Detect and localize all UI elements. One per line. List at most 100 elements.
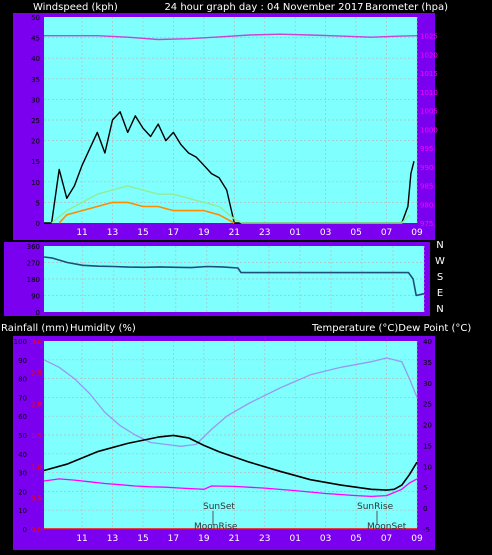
humidity-ylabel: Humidity (%) bbox=[70, 323, 136, 334]
y-tick-label: 20 bbox=[18, 488, 27, 496]
compass-label: S bbox=[437, 272, 443, 283]
x-tick-label: 17 bbox=[168, 534, 179, 544]
y-tick-label: 90 bbox=[31, 293, 40, 301]
y-tick-label: 990 bbox=[420, 164, 433, 172]
y-tick-label: 0.5 bbox=[31, 495, 42, 503]
annotation-sunset: SunSet bbox=[203, 502, 235, 512]
x-tick-label: 07 bbox=[381, 228, 392, 238]
direction-series bbox=[43, 256, 425, 297]
y-tick-label: 5 bbox=[423, 484, 427, 492]
annotation-moonset: MoonSet bbox=[367, 522, 407, 532]
y-tick-label: 1000 bbox=[420, 126, 438, 134]
y-tick-label: 35 bbox=[31, 76, 40, 84]
direction-grid bbox=[44, 246, 425, 312]
y-tick-label: 2.5 bbox=[31, 369, 42, 377]
y-tick-label: 1015 bbox=[420, 70, 438, 78]
y-tick-label: 10 bbox=[423, 463, 432, 471]
y-tick-label: 15 bbox=[31, 158, 40, 166]
y-tick-label: 25 bbox=[31, 117, 40, 125]
rain-y-tick-labels: 0.0 0.5 1.0 1.5 2.0 2.5 3.0 bbox=[31, 338, 42, 534]
series-line bbox=[44, 33, 418, 41]
baro-y-tick-labels: 975 980 985 990 995 1000 1005 1010 1015 1020 1025 bbox=[420, 33, 438, 228]
y-tick-label: 0 bbox=[36, 220, 40, 228]
x-tick-label: 13 bbox=[107, 534, 118, 544]
temp-plot-area bbox=[44, 341, 417, 529]
temp-x-tick-labels: 11 13 15 17 19 21 23 01 03 05 07 09 bbox=[76, 534, 423, 544]
y-tick-label: 30 bbox=[18, 470, 27, 478]
x-tick-label: 03 bbox=[320, 534, 331, 544]
y-tick-label: 20 bbox=[31, 138, 40, 146]
y-tick-label: 100 bbox=[14, 338, 27, 346]
y-tick-label: 1025 bbox=[420, 33, 438, 41]
y-tick-label: 360 bbox=[27, 243, 40, 251]
y-tick-label: 10 bbox=[18, 507, 27, 515]
y-tick-label: 25 bbox=[423, 401, 432, 409]
temp-ylabel: Temperature (°C)Dew Point (°C) bbox=[311, 323, 471, 334]
temp-y-tick-labels: -5 0 5 10 15 20 25 30 35 40 bbox=[423, 338, 432, 534]
series-line bbox=[43, 256, 425, 297]
y-tick-label: 180 bbox=[27, 276, 40, 284]
series-line bbox=[44, 111, 415, 224]
annotation-sunrise: SunRise bbox=[357, 502, 394, 512]
y-tick-label: 30 bbox=[423, 380, 432, 388]
y-tick-label: 45 bbox=[31, 35, 40, 43]
y-tick-label: 40 bbox=[18, 451, 27, 459]
wind-x-tick-labels: 11 13 15 17 19 21 23 01 03 05 07 09 bbox=[76, 228, 423, 238]
y-tick-label: 40 bbox=[423, 338, 432, 346]
compass-label: N bbox=[436, 304, 443, 315]
temp-grid bbox=[44, 341, 418, 529]
annotation-moonrise: MoonRise bbox=[194, 522, 238, 532]
x-tick-label: 01 bbox=[289, 534, 300, 544]
y-tick-label: 3.0 bbox=[31, 338, 42, 346]
y-tick-label: 975 bbox=[420, 220, 433, 228]
x-tick-label: 23 bbox=[259, 228, 270, 238]
x-tick-label: 17 bbox=[168, 228, 179, 238]
y-tick-label: 985 bbox=[420, 183, 433, 191]
x-tick-label: 19 bbox=[198, 534, 210, 544]
y-tick-label: 1.0 bbox=[31, 463, 42, 471]
x-tick-label: 23 bbox=[259, 534, 270, 544]
baro-ylabel: Barometer (hpa) bbox=[365, 2, 448, 13]
y-tick-label: 2.0 bbox=[31, 401, 42, 409]
y-tick-label: 0 bbox=[36, 309, 40, 317]
x-tick-label: 21 bbox=[229, 228, 240, 238]
y-tick-label: 5 bbox=[36, 199, 40, 207]
direction-y-tick-labels: 0 90 180 270 360 bbox=[27, 243, 40, 317]
y-tick-label: 1020 bbox=[420, 51, 438, 59]
y-tick-label: 15 bbox=[423, 442, 432, 450]
series-line bbox=[43, 434, 418, 491]
series-line bbox=[58, 201, 235, 224]
y-tick-label: -5 bbox=[423, 526, 430, 534]
humidity-y-tick-labels: 0 10 20 30 40 50 60 70 80 90 100 bbox=[14, 338, 27, 534]
y-tick-label: 1.5 bbox=[31, 432, 42, 440]
x-tick-label: 11 bbox=[76, 228, 87, 238]
y-tick-label: 40 bbox=[31, 55, 40, 63]
series-line bbox=[43, 478, 418, 498]
y-tick-label: 30 bbox=[31, 96, 40, 104]
wind-y-tick-labels: 0 5 10 15 20 25 30 35 40 45 50 bbox=[31, 14, 40, 228]
x-tick-label: 15 bbox=[137, 228, 148, 238]
x-tick-label: 09 bbox=[411, 228, 423, 238]
x-tick-label: 21 bbox=[229, 534, 240, 544]
x-tick-label: 05 bbox=[350, 534, 361, 544]
y-tick-label: 0 bbox=[423, 505, 427, 513]
x-tick-label: 05 bbox=[350, 228, 361, 238]
y-tick-label: 60 bbox=[18, 413, 27, 421]
y-tick-label: 980 bbox=[420, 201, 433, 209]
y-tick-label: 0 bbox=[23, 526, 27, 534]
series-line bbox=[51, 185, 410, 224]
x-tick-label: 11 bbox=[76, 534, 87, 544]
x-tick-label: 01 bbox=[289, 228, 300, 238]
compass-label: E bbox=[437, 288, 443, 299]
y-tick-label: 1010 bbox=[420, 89, 438, 97]
y-tick-label: 80 bbox=[18, 376, 27, 384]
wind-ylabel: Windspeed (kph) bbox=[33, 2, 118, 13]
y-tick-label: 1005 bbox=[420, 108, 438, 116]
rain-ylabel: Rainfall (mm) bbox=[1, 323, 69, 334]
graph-title: 24 hour graph day : 04 November 2017 bbox=[164, 2, 363, 13]
y-tick-label: 50 bbox=[18, 432, 27, 440]
wind-series bbox=[44, 33, 418, 224]
x-tick-label: 09 bbox=[411, 534, 423, 544]
y-tick-label: 0.0 bbox=[31, 526, 42, 534]
